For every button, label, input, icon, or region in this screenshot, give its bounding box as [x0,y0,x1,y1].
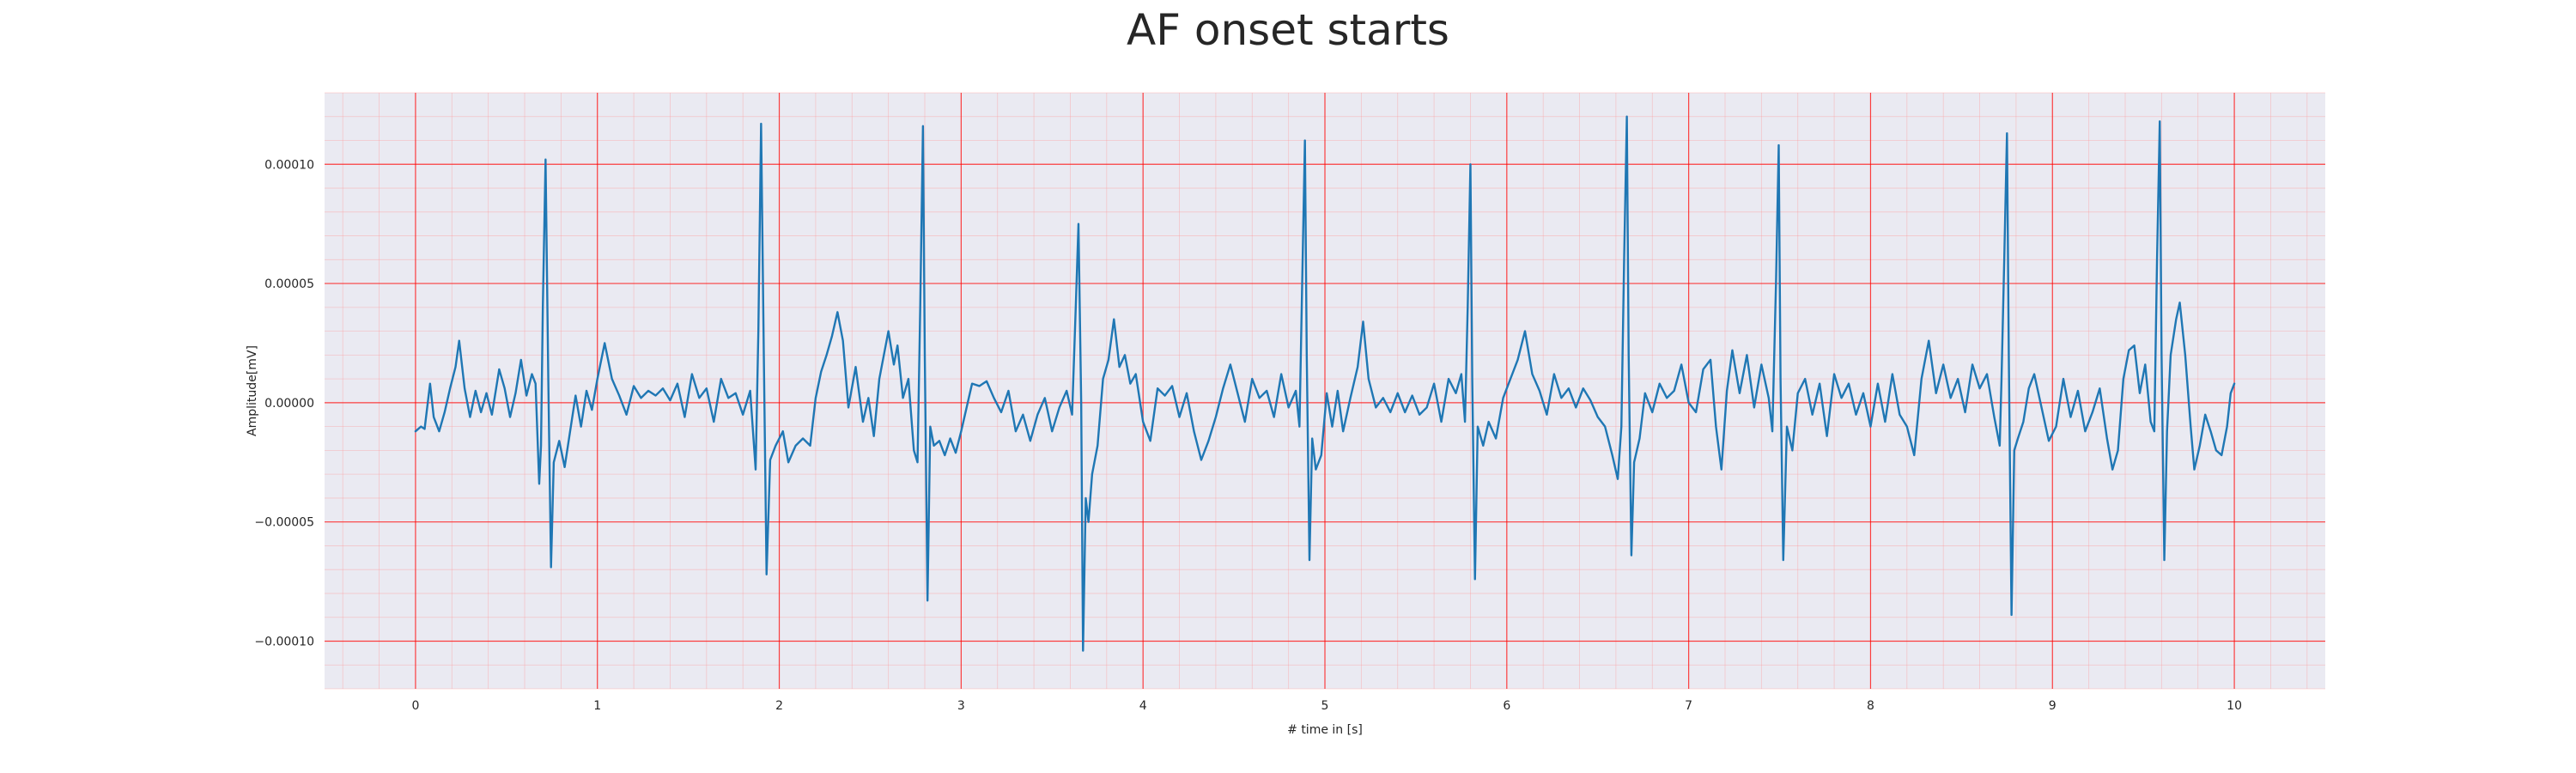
y-tick-label: 0.00000 [264,397,314,411]
y-tick-label: −0.00010 [254,635,314,648]
x-axis-label: # time in [s] [1287,723,1363,737]
x-tick-label: 4 [1139,699,1147,713]
chart-title: AF onset starts [1127,5,1449,55]
series-layer [414,115,2236,652]
y-tick-label: 0.00005 [264,277,314,291]
x-tick-label: 9 [2049,699,2057,713]
y-tick-label: 0.00010 [264,158,314,172]
y-axis-label: Amplitude[mV] [246,345,259,436]
x-tick-label: 8 [1867,699,1874,713]
x-tick-label: 5 [1321,699,1329,713]
x-tick-label: 1 [593,699,601,713]
y-tick-label: −0.00005 [254,516,314,530]
x-tick-label: 2 [775,699,783,713]
x-tick-label: 10 [2227,699,2242,713]
x-tick-label: 7 [1685,699,1692,713]
x-tick-label: 6 [1503,699,1510,713]
x-tick-label: 3 [957,699,965,713]
series-line [414,115,2236,652]
x-tick-label: 0 [411,699,419,713]
y-axis-ticks: −0.00010 −0.00005 0.00000 0.00005 0.00010 [254,158,314,648]
x-axis-ticks: 0 1 2 3 4 5 6 7 8 9 10 [411,699,2242,713]
